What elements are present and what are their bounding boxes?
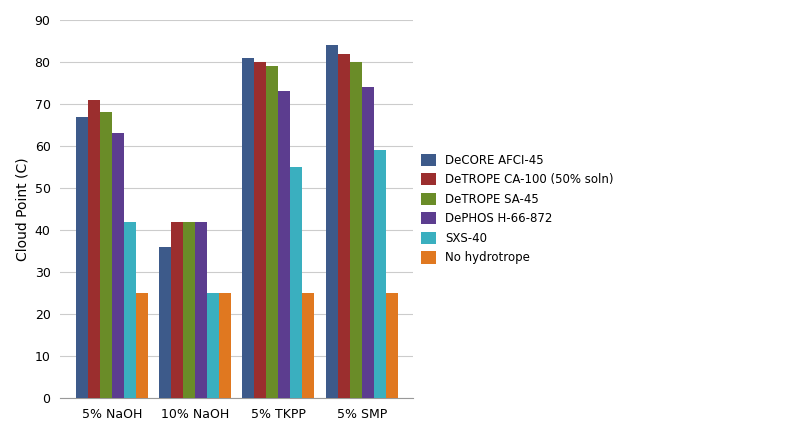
Bar [302,293,314,398]
Legend: DeCORE AFCI-45, DeTROPE CA-100 (50% soln), DeTROPE SA-45, DePHOS H-66-872, SXS-4: DeCORE AFCI-45, DeTROPE CA-100 (50% soln… [417,149,618,269]
Bar [171,222,183,398]
Bar [124,222,136,398]
Bar [195,222,207,398]
Bar [183,222,195,398]
Bar [278,92,290,398]
Bar [88,100,100,398]
Bar [290,167,302,398]
Bar [350,62,362,398]
Bar [207,293,219,398]
Bar [219,293,231,398]
Bar [76,117,88,398]
Bar [326,45,338,398]
Bar [374,150,386,398]
Bar [242,58,254,398]
Bar [338,54,350,398]
Bar [266,66,278,398]
Bar [136,293,148,398]
Y-axis label: Cloud Point (C): Cloud Point (C) [15,157,29,261]
Bar [112,133,124,398]
Bar [386,293,398,398]
Bar [159,247,171,398]
Bar [100,112,112,398]
Bar [362,87,374,398]
Bar [254,62,266,398]
